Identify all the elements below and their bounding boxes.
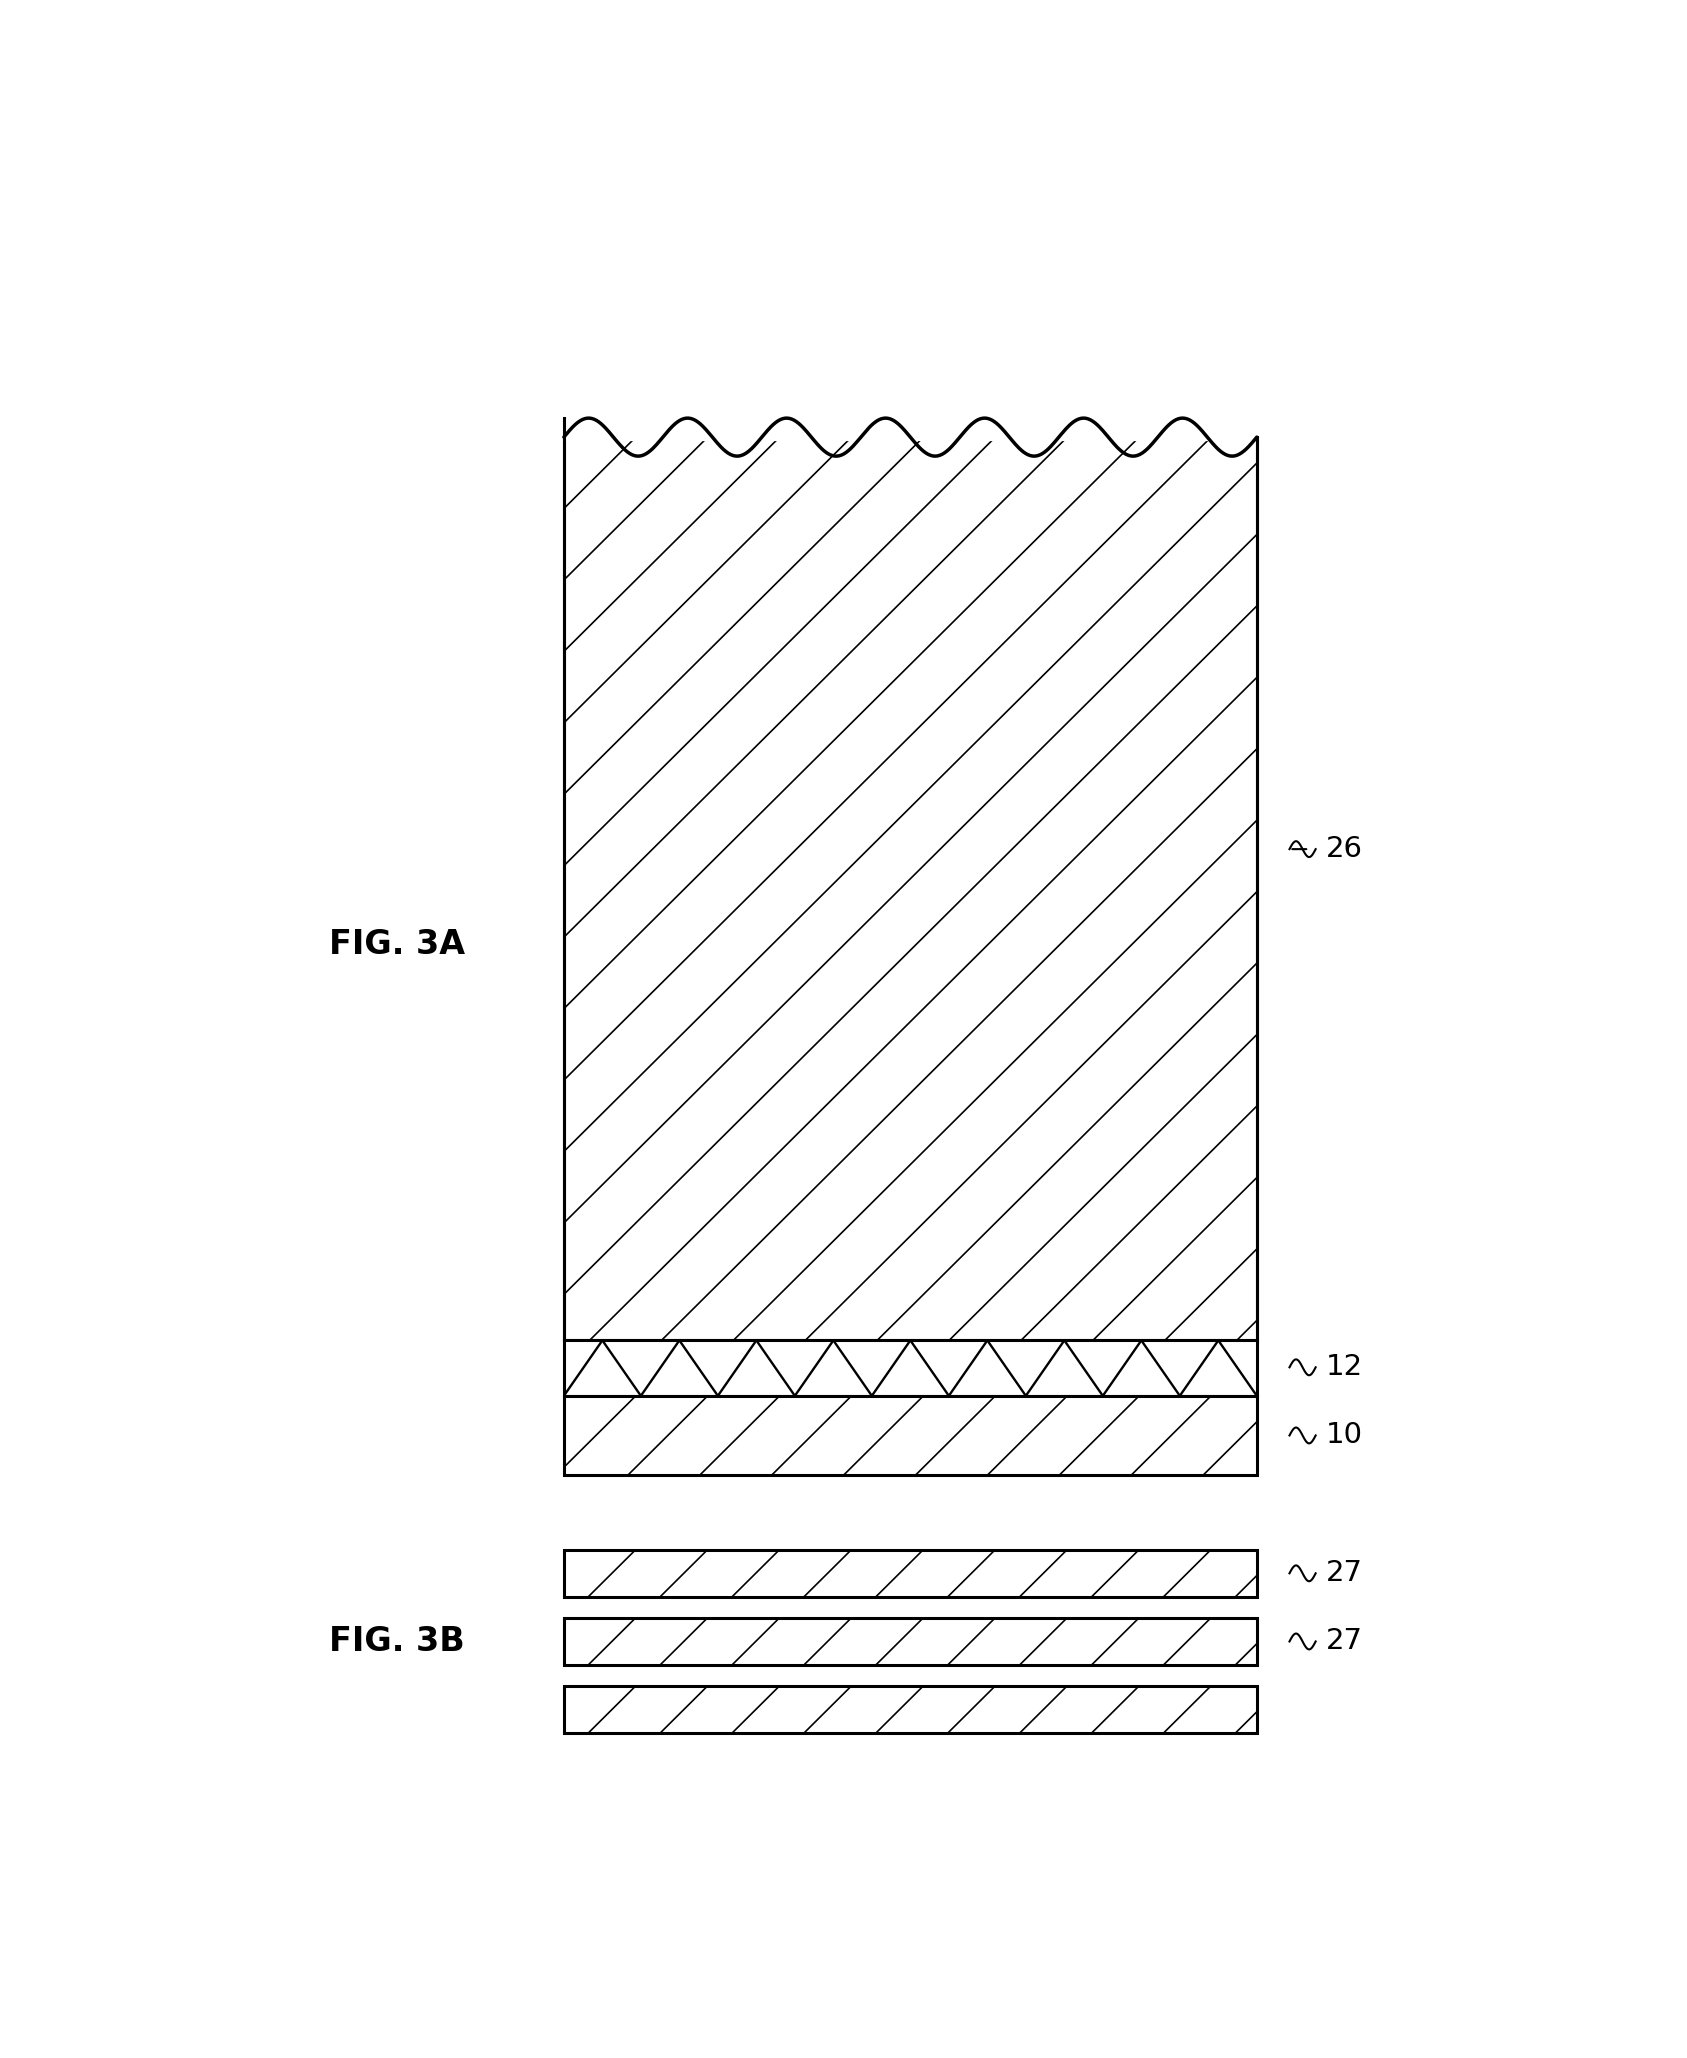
Text: FIG. 3B: FIG. 3B: [329, 1626, 464, 1659]
Bar: [563, 1340, 1257, 1395]
Text: 10: 10: [1326, 1422, 1363, 1449]
Text: 12: 12: [1326, 1354, 1363, 1381]
Text: 27: 27: [1326, 1560, 1363, 1587]
Bar: [563, 1686, 1257, 1733]
Bar: [563, 1550, 1257, 1597]
Text: 26: 26: [1326, 836, 1363, 862]
Text: FIG. 3A: FIG. 3A: [329, 928, 464, 961]
Bar: [563, 1618, 1257, 1665]
Bar: [563, 1395, 1257, 1476]
Bar: [563, 436, 1257, 1340]
Text: 27: 27: [1326, 1628, 1363, 1655]
